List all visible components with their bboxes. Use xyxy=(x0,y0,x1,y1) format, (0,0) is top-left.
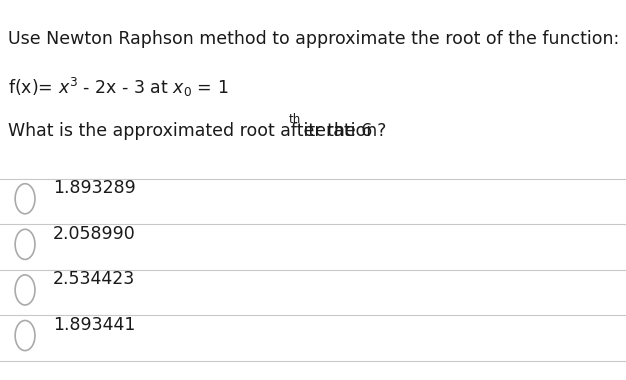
Text: th: th xyxy=(289,113,300,126)
Text: 2.058990: 2.058990 xyxy=(53,225,136,243)
Text: 2.534423: 2.534423 xyxy=(53,270,135,288)
Text: f(x)= $x^3$ - 2x - 3 at $x_0$ = 1: f(x)= $x^3$ - 2x - 3 at $x_0$ = 1 xyxy=(8,76,228,99)
Text: 1.893289: 1.893289 xyxy=(53,179,136,197)
Text: Use Newton Raphson method to approximate the root of the function:: Use Newton Raphson method to approximate… xyxy=(8,30,618,48)
Text: iteration?: iteration? xyxy=(299,122,387,139)
Text: What is the approximated root after the 6: What is the approximated root after the … xyxy=(8,122,372,139)
Text: 1.893441: 1.893441 xyxy=(53,316,136,334)
